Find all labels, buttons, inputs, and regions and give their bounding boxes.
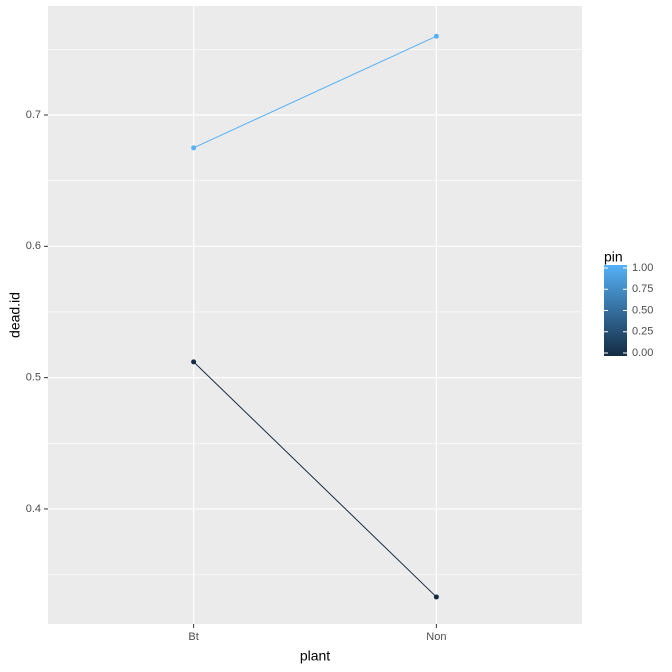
data-point bbox=[433, 594, 439, 600]
colorbar-tick-label: 0.25 bbox=[632, 326, 653, 338]
colorbar-tick-label: 0.00 bbox=[632, 347, 653, 359]
series-line bbox=[193, 35, 437, 149]
y-axis-title: dead.id bbox=[7, 292, 23, 338]
y-tick-label: 0.4 bbox=[26, 503, 41, 515]
plot-panel bbox=[48, 6, 582, 624]
y-tick-label: 0.6 bbox=[26, 240, 41, 252]
x-tick-label: Bt bbox=[188, 631, 198, 643]
colorbar bbox=[604, 265, 627, 356]
x-axis-title: plant bbox=[300, 648, 330, 664]
legend-title: pin bbox=[604, 249, 623, 265]
data-point bbox=[191, 145, 197, 151]
y-tick-label: 0.5 bbox=[26, 372, 41, 384]
data-point bbox=[191, 359, 197, 365]
series-line bbox=[193, 361, 437, 598]
data-point bbox=[433, 33, 439, 39]
colorbar-tick-label: 1.00 bbox=[632, 262, 653, 274]
colorbar-tick-label: 0.50 bbox=[632, 304, 653, 316]
colorbar-tick-label: 0.75 bbox=[632, 283, 653, 295]
y-tick-label: 0.7 bbox=[26, 109, 41, 121]
x-tick-label: Non bbox=[426, 631, 446, 643]
